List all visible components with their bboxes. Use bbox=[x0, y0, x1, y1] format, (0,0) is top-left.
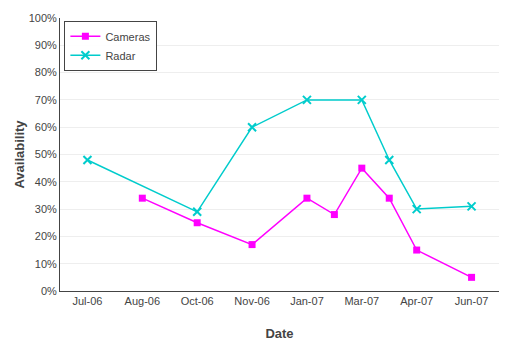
svg-text:50%: 50% bbox=[35, 148, 57, 160]
svg-text:Jun-07: Jun-07 bbox=[455, 295, 489, 307]
svg-text:Jul-06: Jul-06 bbox=[72, 295, 102, 307]
svg-text:Availability: Availability bbox=[12, 120, 27, 189]
svg-text:100%: 100% bbox=[29, 12, 57, 24]
svg-text:40%: 40% bbox=[35, 176, 57, 188]
svg-text:Apr-07: Apr-07 bbox=[400, 295, 433, 307]
svg-text:70%: 70% bbox=[35, 94, 57, 106]
svg-text:Radar: Radar bbox=[105, 50, 135, 62]
svg-text:80%: 80% bbox=[35, 66, 57, 78]
svg-text:Jan-07: Jan-07 bbox=[290, 295, 324, 307]
svg-text:Aug-06: Aug-06 bbox=[125, 295, 160, 307]
svg-text:30%: 30% bbox=[35, 203, 57, 215]
svg-text:Oct-06: Oct-06 bbox=[181, 295, 214, 307]
svg-text:Nov-06: Nov-06 bbox=[234, 295, 269, 307]
svg-text:0%: 0% bbox=[41, 285, 57, 297]
svg-text:90%: 90% bbox=[35, 39, 57, 51]
svg-text:60%: 60% bbox=[35, 121, 57, 133]
svg-text:Date: Date bbox=[265, 326, 293, 341]
svg-text:Cameras: Cameras bbox=[105, 31, 150, 43]
svg-text:Mar-07: Mar-07 bbox=[344, 295, 379, 307]
svg-text:10%: 10% bbox=[35, 258, 57, 270]
svg-text:20%: 20% bbox=[35, 230, 57, 242]
